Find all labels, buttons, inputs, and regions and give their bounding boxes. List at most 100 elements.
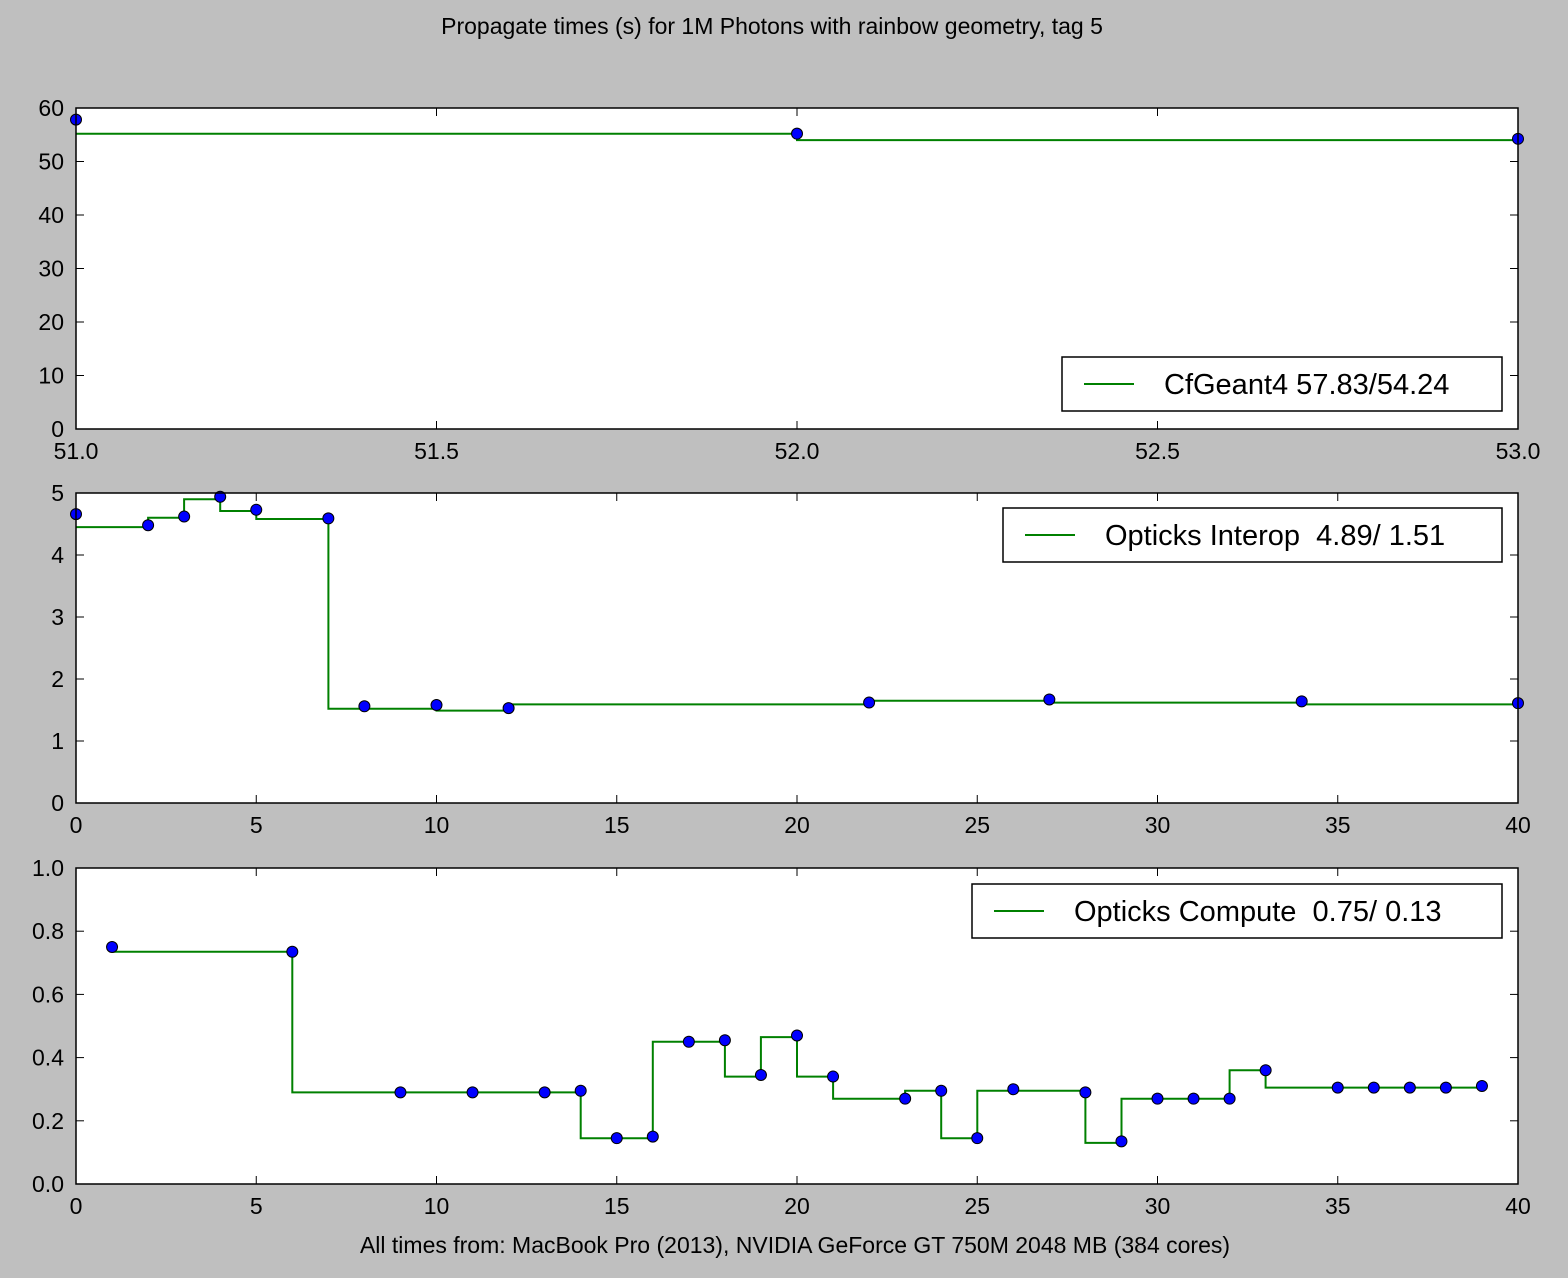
x-tick-label: 30 [1145,1193,1171,1219]
y-tick-label: 60 [38,95,64,121]
data-point [1331,1081,1344,1094]
data-point [538,1086,551,1099]
x-tick-label: 0 [70,1193,83,1219]
data-point [682,1035,695,1048]
x-axis-label: All times from: MacBook Pro (2013), NVID… [360,1232,1230,1258]
data-point [1115,1135,1128,1148]
data-point [178,510,191,523]
x-tick-label: 15 [604,812,630,838]
data-point [899,1092,912,1105]
data-point [106,941,119,953]
data-point [502,702,515,715]
y-tick-label: 30 [38,256,64,282]
x-tick-label: 30 [1145,812,1171,838]
x-tick-label: 40 [1505,1193,1531,1219]
panel-1: 51.0 51.5 52.0 52.5 53.0 0 10 20 30 40 50 60 CfGeant… [38,95,1540,464]
data-point [610,1132,623,1145]
data-point [1151,1092,1164,1105]
panel-3: 0 5 10 15 20 25 30 35 40 0.0 0.2 0.4 0.6 0.8 1.0 Optick… [32,855,1531,1219]
data-point [935,1084,948,1097]
legend-box [1002,507,1503,563]
legend: Opticks Interop 4.89/ 1.51 [1002,507,1503,563]
data-point [754,1068,767,1081]
axes-frame [75,867,1519,1185]
data-point [1475,1080,1488,1093]
data-point [1043,693,1056,706]
data-point [1079,1086,1092,1099]
axes-frame [75,107,1519,430]
data-point [1295,695,1308,708]
x-tick-label: 25 [964,812,990,838]
legend-label: Opticks Interop 4.89/ 1.51 [1105,520,1445,552]
y-tick-label: 20 [38,309,64,335]
data-point [286,945,299,958]
y-tick-label: 50 [38,149,64,175]
data-point [791,127,803,140]
y-tick-label: 1.0 [32,855,64,881]
x-tick-label: 35 [1325,1193,1351,1219]
y-tick-label: 5 [51,480,64,506]
data-point [1187,1092,1200,1105]
x-tick-label: 10 [424,812,450,838]
y-tick-label: 0 [51,790,64,816]
x-tick-label: 5 [250,812,263,838]
y-tick-label: 40 [38,202,64,228]
panels: 51.0 51.5 52.0 52.5 53.00102030405060CfGeant… [32,95,1540,1219]
legend: CfGeant4 57.83/54.24 [1061,356,1503,412]
y-tick-label: 0.2 [32,1108,64,1134]
x-tick-label: 52.0 [775,438,820,464]
x-tick-label: 5 [250,1193,263,1219]
x-tick-label: 0 [70,812,83,838]
panel-2: 0 5 10 15 20 25 30 35 40 0 1 2 3 4 5 Opticks Interop 4.… [51,480,1531,838]
x-tick-label: 25 [964,1193,990,1219]
data-point [322,512,335,525]
data-point [142,519,155,532]
data-point [1439,1081,1452,1094]
data-point [1007,1083,1020,1096]
x-tick-label: 53.0 [1496,438,1541,464]
y-tick-label: 1 [51,728,64,754]
data-point [646,1130,659,1143]
y-tick-label: 2 [51,666,64,692]
x-tick-label: 51.0 [54,438,99,464]
data-point [214,490,227,503]
data-point [1403,1081,1416,1094]
data-point [466,1086,479,1099]
y-tick-label: 3 [51,604,64,630]
legend-label: Opticks Compute 0.75/ 0.13 [1074,896,1442,928]
x-tick-label: 10 [424,1193,450,1219]
data-point [863,696,876,709]
y-tick-label: 10 [38,363,64,389]
x-tick-label: 15 [604,1193,630,1219]
data-point [1259,1064,1272,1077]
series-step-line [112,950,1482,1144]
y-tick-label: 0.4 [32,1045,64,1071]
y-tick-label: 0.6 [32,981,64,1007]
x-tick-label: 40 [1505,812,1531,838]
y-tick-label: 0.8 [32,918,64,944]
x-tick-label: 35 [1325,812,1351,838]
legend-box [971,883,1503,939]
data-point [827,1070,840,1083]
data-point [574,1084,587,1097]
x-tick-label: 52.5 [1135,438,1180,464]
axes-frame [75,492,1519,804]
data-point [430,699,443,712]
data-point [718,1034,731,1047]
legend-label: CfGeant4 57.83/54.24 [1164,369,1449,401]
data-point [250,503,263,516]
data-point [394,1086,407,1099]
legend: Opticks Compute 0.75/ 0.13 [971,883,1503,939]
data-point [971,1132,984,1145]
y-tick-label: 0.0 [32,1171,64,1197]
x-tick-label: 20 [784,812,810,838]
data-point [791,1029,803,1042]
data-point [358,700,371,713]
y-tick-label: 0 [51,416,64,442]
x-tick-label: 51.5 [414,438,459,464]
y-tick-label: 4 [51,542,64,568]
data-point [1223,1092,1236,1105]
legend-box [1061,356,1503,412]
chart-title: Propagate times (s) for 1M Photons with … [441,13,1103,39]
